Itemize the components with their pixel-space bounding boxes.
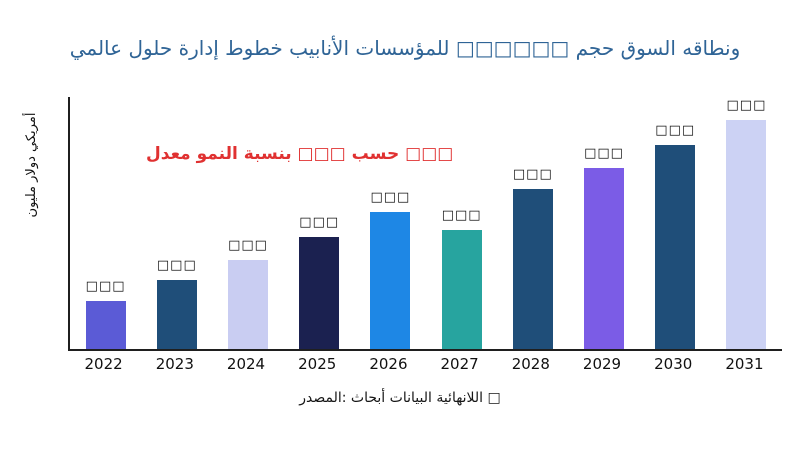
bar-group-2024: □□□	[212, 238, 283, 349]
x-tick-2022: 2022	[84, 355, 123, 373]
bar-group-2026: □□□	[355, 190, 426, 349]
bar-group-2027: □□□	[426, 208, 497, 349]
bar-2022	[85, 301, 126, 349]
x-tick-2028: 2028	[511, 355, 550, 373]
plot-area: □□□ □□□ □□□ □□□ □□□ □□□ □□□ □□□ □□□ □□□	[68, 97, 782, 351]
bar-group-2023: □□□	[141, 258, 212, 349]
x-tick-2024: 2024	[226, 355, 266, 373]
bar-2030	[655, 145, 696, 349]
bar-2027	[441, 230, 482, 349]
bar-group-2022: □□□	[70, 279, 141, 349]
bar-2026	[370, 212, 411, 349]
bar-group-2031: □□□	[711, 98, 782, 349]
x-axis-tick-labels: 2022 2023 2024 2025 2026 2027 2028 2029 2030 2031	[68, 355, 780, 373]
bars-row: □□□ □□□ □□□ □□□ □□□ □□□ □□□ □□□ □□□ □□□	[70, 97, 782, 349]
x-tick-2027: 2027	[440, 355, 479, 373]
bar-value-label: □□□	[156, 258, 197, 273]
bar-value-label: □□□	[441, 208, 482, 223]
bar-2028	[512, 189, 553, 349]
bar-value-label: □□□	[512, 167, 553, 182]
x-tick-2023: 2023	[155, 355, 194, 373]
bar-2029	[584, 168, 625, 349]
bar-value-label: □□□	[228, 238, 268, 253]
bar-group-2028: □□□	[497, 167, 568, 349]
x-tick-2031: 2031	[725, 355, 764, 373]
source-note: المصدر:‎ أبحاث‎ البيانات‎ اللانهائية‎ □	[299, 390, 501, 406]
bar-group-2025: □□□	[284, 215, 355, 349]
chart-title: عالمي‎ حلول‎ إدارة‎ خطوط‎ الأنابيب‎ للمؤ…	[69, 36, 741, 60]
bar-value-label: □□□	[584, 146, 624, 161]
bar-value-label: □□□	[370, 190, 411, 205]
bar-group-2029: □□□	[568, 146, 639, 349]
bar-group-2030: □□□	[640, 123, 711, 349]
bar-value-label: □□□	[726, 98, 767, 113]
bar-2031	[726, 120, 767, 349]
bar-value-label: □□□	[655, 123, 696, 138]
x-tick-2030: 2030	[654, 355, 693, 373]
bar-value-label: □□□	[299, 215, 340, 230]
bar-2023	[156, 280, 197, 349]
bar-2024	[228, 260, 268, 349]
bar-2025	[299, 237, 340, 349]
x-tick-2026: 2026	[369, 355, 408, 373]
x-tick-2025: 2025	[298, 355, 337, 373]
x-tick-2029: 2029	[582, 355, 622, 373]
y-axis-label: مليون‎ دولار‎ أمريكي	[24, 112, 39, 218]
growth-rate-annotation: معدل‎ النمو‎ بنسبة‎ □□□ حسب‎ □□□	[146, 144, 454, 164]
bar-value-label: □□□	[85, 279, 126, 294]
